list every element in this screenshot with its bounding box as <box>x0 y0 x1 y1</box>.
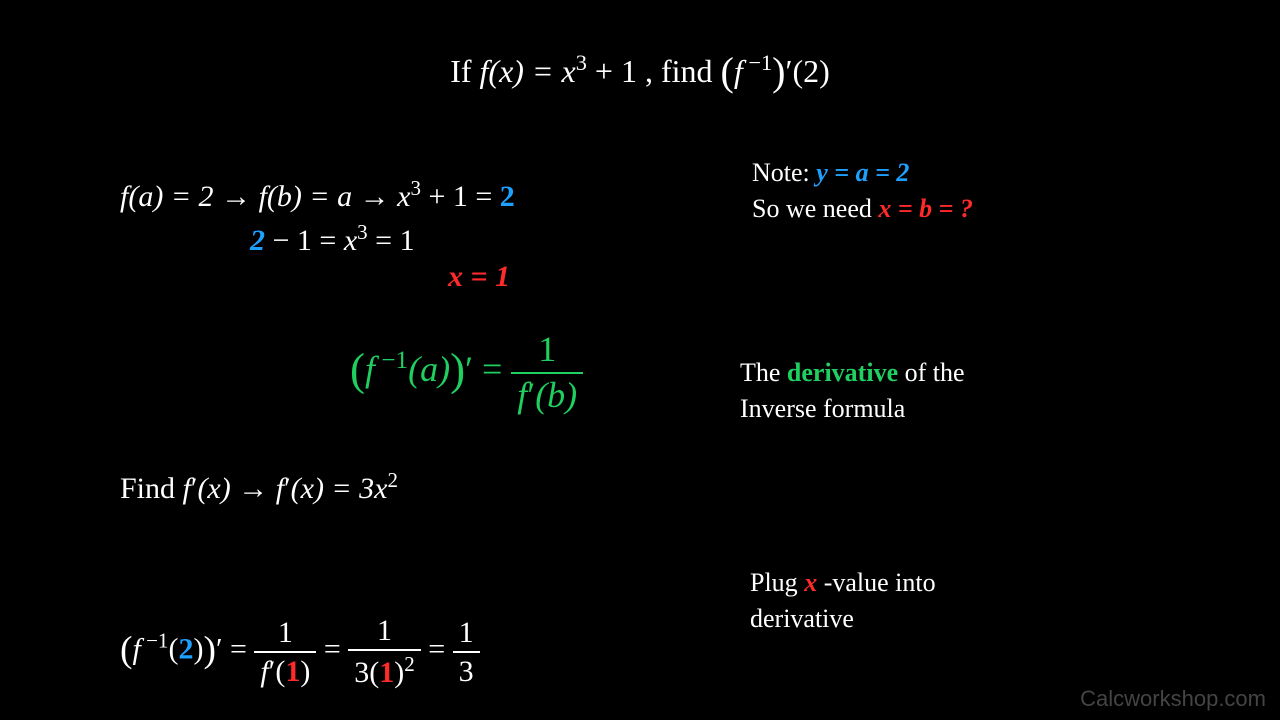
fm-f: f <box>365 349 375 389</box>
s3-eq2: = <box>324 632 348 665</box>
a2-l1c: of the <box>905 358 965 387</box>
title-find: , find <box>645 53 721 89</box>
s2-exp: 2 <box>388 468 399 492</box>
s3-d3: 3 <box>453 653 480 688</box>
step1-line2: 2 − 1 = x3 = 1 <box>250 220 415 258</box>
s1-xeq1: x = 1 <box>448 260 510 293</box>
s1-x2: x <box>344 224 357 257</box>
problem-title: If f(x) = x3 + 1 , find (f −1)′(2) <box>0 48 1280 95</box>
a2-l1a: The <box>740 358 787 387</box>
s3-n3: 1 <box>453 616 480 653</box>
watermark: Calcworkshop.com <box>1080 686 1266 712</box>
s1-arr: → <box>221 180 259 213</box>
s3-d2a: 3( <box>354 656 379 689</box>
a1-l2a: So we need <box>752 194 878 223</box>
a1-l2b: x = b = ? <box>878 194 973 223</box>
title-garg: (2) <box>792 53 829 89</box>
s3-df: f <box>260 655 268 688</box>
fm-close: ) <box>450 344 465 394</box>
s3-d2b: ) <box>394 656 404 689</box>
fm-df: f <box>517 375 527 415</box>
s1-x: x <box>397 180 410 213</box>
s1b-two: 2 <box>250 224 265 257</box>
s3-n1: 1 <box>254 616 316 653</box>
a3-l1b: x <box>804 568 817 597</box>
fm-dp: ′ <box>527 375 535 415</box>
a1-l1b: y = a = 2 <box>816 158 909 187</box>
s3-open: ( <box>120 629 133 670</box>
s1-exp2: 3 <box>357 220 368 244</box>
s3-do: ( <box>275 655 285 688</box>
s3-sup: −1 <box>141 628 169 652</box>
s3-close: ) <box>203 629 216 670</box>
fm-prime: ′ <box>465 349 473 389</box>
fm-da: (b) <box>535 375 577 415</box>
s1-eq1: = 1 <box>368 224 415 257</box>
s3-two: 2 <box>178 632 193 665</box>
title-fx: f(x) = x <box>480 53 576 89</box>
s2-arr: → <box>238 472 276 505</box>
s1-exp: 3 <box>410 176 421 200</box>
annotation-1: Note: y = a = 2 So we need x = b = ? <box>752 155 973 228</box>
step1-line3: x = 1 <box>448 260 510 294</box>
s3-eq: = <box>230 632 254 665</box>
fm-arg: (a) <box>408 349 450 389</box>
s3-ac: ) <box>193 632 203 665</box>
annotation-3: Plug x -value into derivative <box>750 565 936 638</box>
a2-l1b: derivative <box>787 358 898 387</box>
a3-l1c: -value into <box>824 568 936 597</box>
s3-ao: ( <box>168 632 178 665</box>
a1-l1a: Note: <box>752 158 816 187</box>
title-gf: f <box>734 53 743 89</box>
annotation-2: The derivative of the Inverse formula <box>740 355 965 428</box>
fm-eq: = <box>482 349 511 389</box>
s3-n2: 1 <box>348 614 421 651</box>
s3-d2one: 1 <box>379 656 394 689</box>
fm-open: ( <box>350 344 365 394</box>
step3-line: (f −1(2))′ = 1 f′(1) = 1 3(1)2 = 1 3 <box>120 614 480 689</box>
title-if: If <box>450 53 479 89</box>
title-gopen: ( <box>721 49 734 94</box>
s1-fa: f(a) = 2 <box>120 180 214 213</box>
fm-num: 1 <box>511 330 583 374</box>
s3-prime: ′ <box>216 632 223 665</box>
s2-f: f <box>183 472 191 505</box>
s2-find: Find <box>120 472 183 505</box>
s1-gb: f(b) = a <box>259 180 353 213</box>
fm-sup: −1 <box>375 347 408 374</box>
title-exp: 3 <box>576 50 587 75</box>
title-gsup: −1 <box>743 50 772 75</box>
s2-a2: (x) = 3x <box>291 472 388 505</box>
title-gclose: ) <box>772 49 785 94</box>
a2-l2: Inverse formula <box>740 391 965 427</box>
s1-pe: + 1 = <box>421 180 500 213</box>
step2-line: Find f′(x) → f′(x) = 3x2 <box>120 468 398 506</box>
s3-dc: ) <box>300 655 310 688</box>
step1-line1: f(a) = 2 → f(b) = a → x3 + 1 = 2 <box>120 176 515 214</box>
s1-two: 2 <box>500 180 515 213</box>
a3-l2: derivative <box>750 601 936 637</box>
s3-f: f <box>133 632 141 665</box>
title-plus: + 1 <box>587 53 637 89</box>
s2-f2: f <box>276 472 284 505</box>
inverse-formula: (f −1(a))′ = 1 f′(b) <box>350 330 583 415</box>
s2-a: (x) <box>197 472 230 505</box>
a3-l1a: Plug <box>750 568 804 597</box>
s3-d2e: 2 <box>404 652 415 676</box>
s3-one: 1 <box>285 655 300 688</box>
s3-eq3: = <box>428 632 452 665</box>
s1-arr2: → <box>360 180 398 213</box>
